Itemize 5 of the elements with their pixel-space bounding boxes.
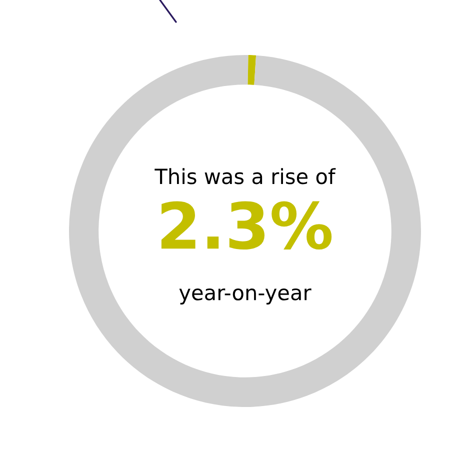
donut-slice bbox=[69, 55, 421, 407]
donut-slice bbox=[248, 55, 256, 85]
text: year-on-year bbox=[179, 288, 312, 304]
text: 2.3% bbox=[161, 201, 332, 250]
text: This was a rise of bbox=[154, 168, 336, 184]
